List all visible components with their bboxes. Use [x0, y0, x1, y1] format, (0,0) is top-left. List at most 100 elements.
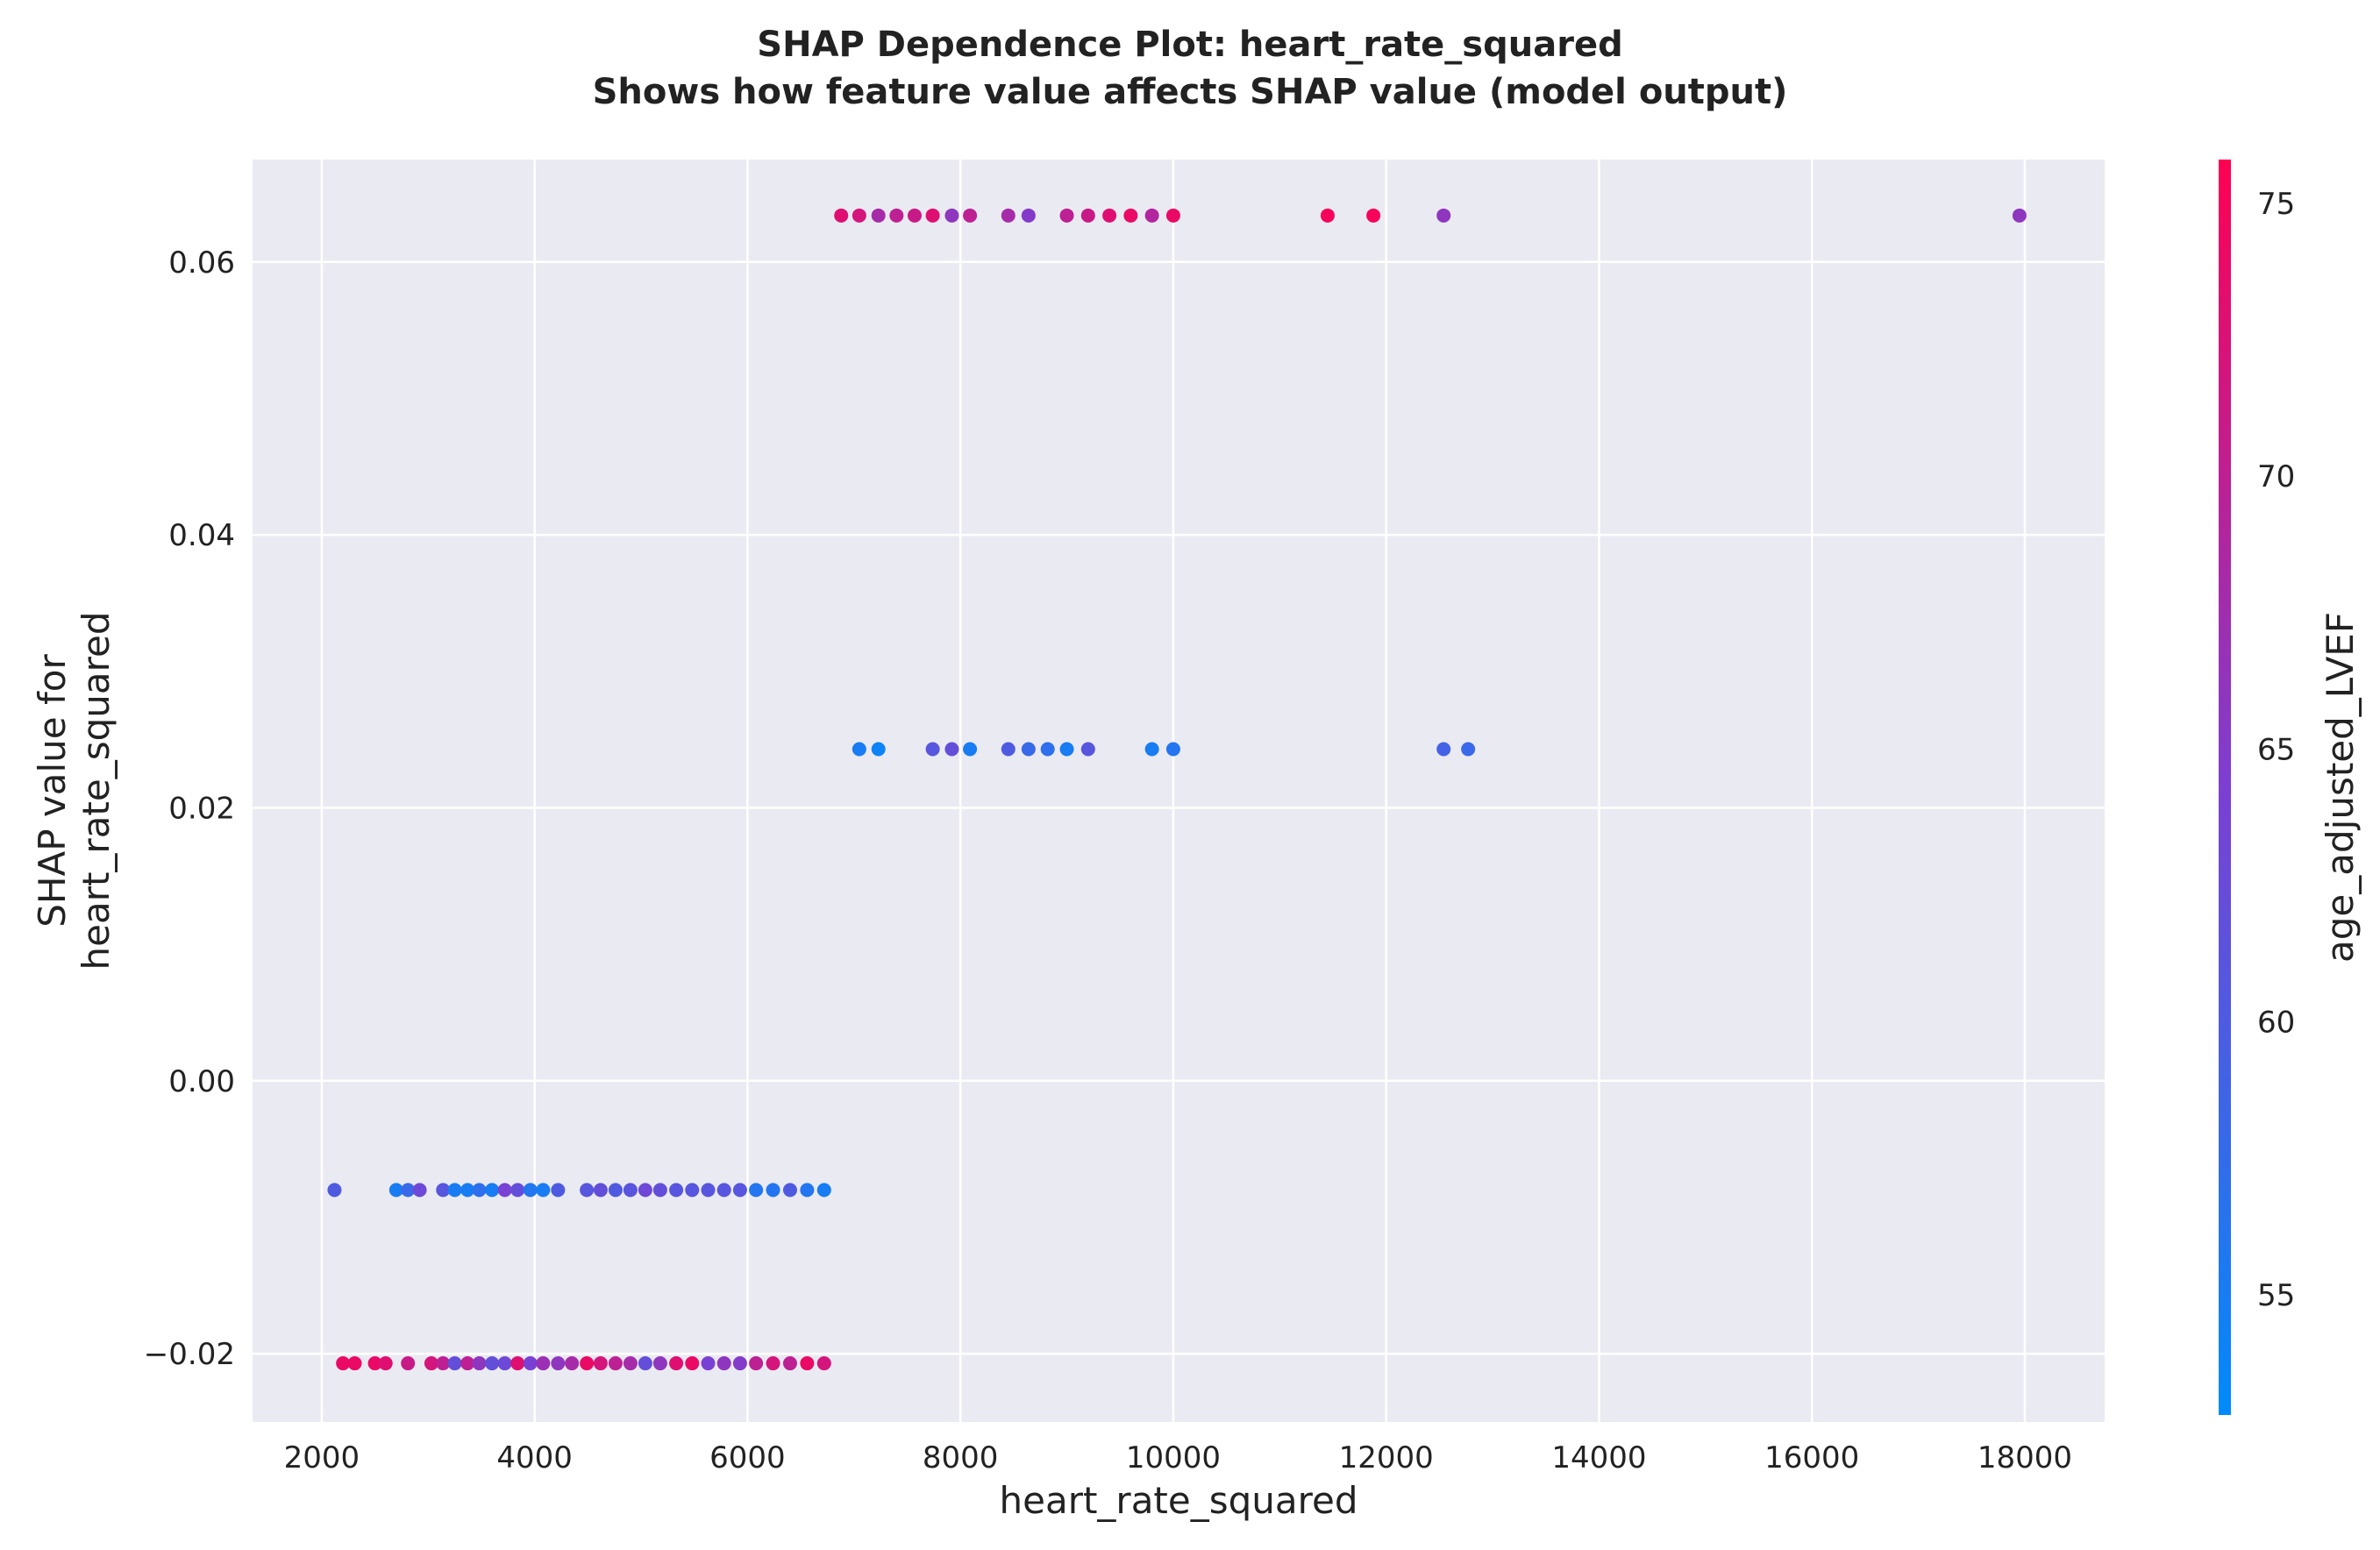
x-tick-label: 10000 — [1126, 1440, 1221, 1475]
scatter-point — [497, 1183, 512, 1198]
scatter-point — [749, 1183, 764, 1198]
y-tick-label: 0.00 — [168, 1064, 235, 1099]
scatter-point — [593, 1356, 608, 1371]
colorbar-label: age_adjusted_LVEF — [2319, 612, 2362, 963]
scatter-point — [652, 1356, 667, 1371]
y-tick-label: 0.04 — [168, 518, 235, 553]
scatter-point — [852, 208, 866, 223]
x-tick-label: 14000 — [1551, 1440, 1646, 1475]
x-tick-label: 2000 — [284, 1440, 360, 1475]
scatter-point — [800, 1183, 815, 1198]
scatter-point — [871, 208, 886, 223]
scatter-point — [1059, 742, 1074, 757]
scatter-point — [367, 1356, 382, 1371]
scatter-point — [852, 742, 866, 757]
scatter-point — [1001, 208, 1015, 223]
scatter-point — [523, 1356, 538, 1371]
x-axis-label: heart_rate_squared — [1000, 1479, 1358, 1522]
scatter-point — [782, 1183, 797, 1198]
x-tick-labels: 2000 4000 6000 8000 10000 12000 14000 16000 1800… — [284, 1440, 2072, 1475]
scatter-point — [889, 208, 904, 223]
scatter-point — [652, 1183, 667, 1198]
x-tick-label: 12000 — [1339, 1440, 1434, 1475]
scatter-point — [669, 1183, 684, 1198]
scatter-point — [749, 1356, 764, 1371]
scatter-point — [1001, 742, 1015, 757]
scatter-point — [732, 1183, 747, 1198]
scatter-point — [638, 1356, 652, 1371]
scatter-point — [1320, 208, 1335, 223]
scatter-point — [800, 1356, 815, 1371]
scatter-point — [1040, 742, 1055, 757]
scatter-point — [593, 1183, 608, 1198]
scatter-point — [816, 1183, 831, 1198]
scatter-point — [623, 1183, 638, 1198]
scatter-point — [347, 1356, 362, 1371]
y-axis-label-line2: heart_rate_squared — [75, 612, 118, 971]
x-tick-label: 6000 — [709, 1440, 786, 1475]
scatter-point — [497, 1356, 512, 1371]
scatter-point — [1021, 742, 1036, 757]
colorbar — [2219, 160, 2231, 1415]
scatter-point — [1021, 208, 1036, 223]
scatter-point — [685, 1356, 700, 1371]
scatter-point — [782, 1356, 797, 1371]
scatter-point — [436, 1183, 451, 1198]
x-tick-label: 16000 — [1764, 1440, 1859, 1475]
scatter-point — [816, 1356, 831, 1371]
colorbar-tick-label: 70 — [2257, 459, 2295, 494]
scatter-point — [401, 1183, 416, 1198]
scatter-point — [732, 1356, 747, 1371]
scatter-point — [401, 1356, 416, 1371]
x-tick-label: 4000 — [496, 1440, 573, 1475]
gridlines — [253, 160, 2105, 1422]
scatter-point — [536, 1356, 551, 1371]
scatter-point — [510, 1183, 525, 1198]
scatter-point — [1059, 208, 1074, 223]
scatter-point — [536, 1183, 551, 1198]
scatter-point — [766, 1356, 780, 1371]
scatter-point — [485, 1356, 500, 1371]
scatter-point — [1436, 742, 1451, 757]
scatter-point — [447, 1183, 462, 1198]
scatter-point — [460, 1356, 475, 1371]
scatter-point — [925, 208, 940, 223]
chart-title: SHAP Dependence Plot: heart_rate_squared — [757, 25, 1622, 65]
colorbar-tick-label: 75 — [2257, 187, 2295, 222]
scatter-point — [871, 742, 886, 757]
scatter-point — [608, 1356, 623, 1371]
scatter-point — [565, 1356, 580, 1371]
scatter-point — [907, 208, 922, 223]
scatter-point — [685, 1183, 700, 1198]
y-tick-label: 0.06 — [168, 245, 235, 281]
x-tick-label: 18000 — [1977, 1440, 2072, 1475]
scatter-point — [701, 1183, 716, 1198]
scatter-point — [608, 1183, 623, 1198]
scatter-point — [925, 742, 940, 757]
y-axis-label-line1: SHAP value for — [31, 654, 74, 928]
scatter-point — [963, 208, 978, 223]
x-tick-label: 8000 — [923, 1440, 999, 1475]
scatter-point — [1123, 208, 1138, 223]
scatter-point — [1102, 208, 1117, 223]
scatter-point — [669, 1356, 684, 1371]
scatter-point — [424, 1356, 438, 1371]
y-tick-label: 0.02 — [168, 791, 235, 826]
scatter-point — [580, 1356, 595, 1371]
scatter-point — [623, 1356, 638, 1371]
scatter-point — [1144, 742, 1159, 757]
scatter-point — [460, 1183, 475, 1198]
scatter-point — [716, 1183, 731, 1198]
chart-subtitle: Shows how feature value affects SHAP val… — [593, 72, 1788, 112]
colorbar-tick-label: 55 — [2257, 1278, 2295, 1313]
scatter-point — [2012, 208, 2027, 223]
scatter-point — [327, 1183, 342, 1198]
scatter-point — [1144, 208, 1159, 223]
scatter-point — [472, 1356, 487, 1371]
y-tick-label: −0.02 — [144, 1337, 235, 1372]
scatter-point — [436, 1356, 451, 1371]
scatter-point — [485, 1183, 500, 1198]
colorbar-tick-label: 65 — [2257, 732, 2295, 767]
scatter-point — [412, 1183, 427, 1198]
